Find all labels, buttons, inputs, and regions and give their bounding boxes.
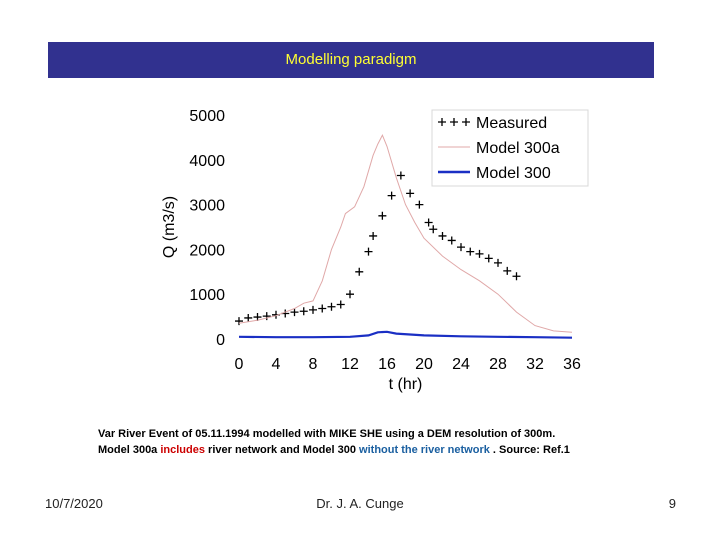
measured-point: [336, 300, 345, 309]
measured-point: [355, 267, 364, 276]
measured-point: [327, 302, 336, 311]
hydrograph-chart: 0 1000 2000 3000 4000 5000 0 4 8 12 16 20 24 28 32 36 t …: [161, 108, 589, 393]
y-tick-label: 4000: [189, 153, 225, 170]
measured-point: [429, 225, 438, 234]
measured-point: [396, 171, 405, 180]
slide-title: Modelling paradigm: [285, 51, 417, 68]
measured-point: [512, 272, 521, 281]
figure-caption: Var River Event of 05.11.1994 modelled w…: [98, 426, 658, 458]
measured-point: [378, 211, 387, 220]
y-tick-label: 3000: [189, 198, 225, 215]
measured-point: [244, 313, 253, 322]
measured-point: [309, 305, 317, 314]
x-tick-label: 20: [415, 356, 433, 373]
measured-point: [447, 236, 456, 245]
y-tick-label: 0: [216, 332, 225, 349]
caption-model300a: Model 300a: [98, 444, 161, 456]
x-tick-label: 28: [489, 356, 507, 373]
x-tick-label: 0: [235, 356, 244, 373]
chart-legend: Measured Model 300a Model 300: [431, 109, 589, 187]
y-axis-label: Q (m3/s): [161, 196, 178, 258]
chart-axes: 0 1000 2000 3000 4000 5000 0 4 8 12 16 20 24 28 32 36 t …: [161, 108, 581, 393]
legend-box: [431, 109, 589, 187]
measured-point: [494, 258, 502, 267]
footer-author: Dr. J. A. Cunge: [316, 496, 404, 511]
x-tick-label: 16: [378, 356, 396, 373]
measured-point: [364, 247, 373, 256]
model-300-line: [238, 330, 573, 339]
measured-point: [503, 266, 512, 275]
caption-includes: includes: [160, 444, 205, 456]
x-tick-label: 12: [341, 356, 359, 373]
x-tick-label: 8: [309, 356, 318, 373]
legend-label: Model 300: [476, 165, 551, 182]
x-tick-label: 32: [526, 356, 544, 373]
measured-point: [484, 254, 493, 263]
y-tick-label: 1000: [189, 287, 225, 304]
legend-swatch-measured: [462, 118, 470, 126]
measured-point: [299, 307, 308, 316]
caption-line-1: Var River Event of 05.11.1994 modelled w…: [98, 428, 556, 440]
measured-point: [415, 200, 424, 209]
legend-label: Measured: [476, 115, 547, 132]
measured-point: [290, 308, 299, 317]
measured-point: [457, 243, 465, 252]
legend-label: Model 300a: [476, 140, 560, 157]
x-tick-label: 24: [452, 356, 470, 373]
x-tick-label: 36: [563, 356, 581, 373]
measured-point: [346, 290, 354, 299]
measured-point: [387, 191, 396, 200]
x-axis-label: t (hr): [389, 376, 423, 393]
measured-point: [475, 249, 484, 258]
measured-point: [424, 218, 433, 227]
measured-point: [262, 312, 271, 321]
chart-plot-area: [235, 134, 573, 339]
legend-swatch-measured: [438, 118, 446, 126]
caption-middle: river network and Model 300: [204, 444, 360, 456]
measured-point: [318, 304, 327, 313]
measured-point: [438, 231, 447, 240]
footer-page-number: 9: [668, 496, 676, 511]
y-tick-label: 2000: [189, 242, 225, 259]
legend-swatch-measured: [450, 118, 458, 126]
x-tick-label: 4: [272, 356, 281, 373]
measured-point: [466, 247, 475, 256]
measured-point: [235, 317, 243, 326]
footer-date: 10/7/2020: [45, 496, 103, 511]
measured-point: [406, 189, 415, 198]
caption-line-2: Model 300a includes river network and Mo…: [98, 442, 658, 458]
caption-source: . Source: Ref.1: [489, 444, 570, 456]
model-300a-line: [238, 134, 573, 333]
measured-point: [369, 231, 378, 240]
y-tick-label: 5000: [189, 108, 225, 125]
caption-without: without the river network: [359, 444, 490, 456]
title-bar: Modelling paradigm: [48, 42, 654, 78]
